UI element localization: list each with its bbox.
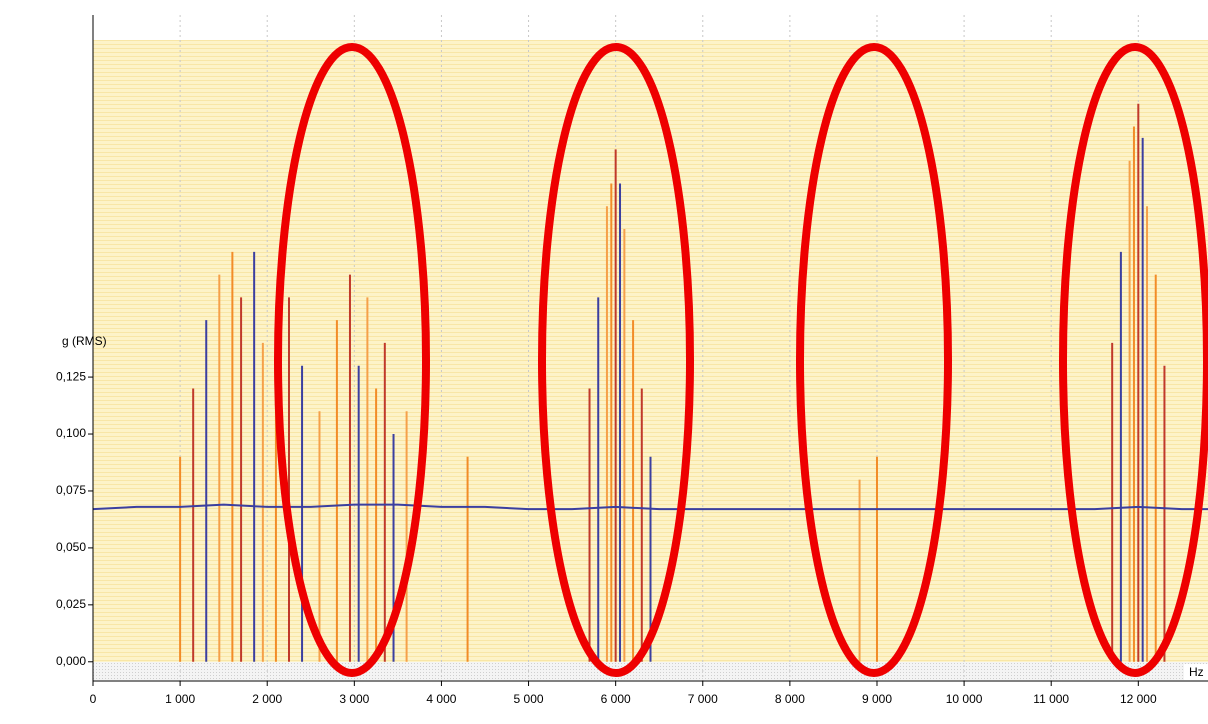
x-tick-label: 1 000 [165,692,195,706]
y-tick-label: 0,000 [56,654,86,668]
tick-labels: 0 1 000 2 000 3 000 4 000 5 000 6 000 7 000 8 00… [56,369,1157,706]
x-tick-label: 2 000 [252,692,282,706]
x-tick-label: 12 000 [1120,692,1157,706]
y-tick-label: 0,125 [56,369,86,383]
highlight-ellipse [796,43,952,677]
x-unit-label: Hz [1189,665,1204,679]
highlight-ellipse [1059,43,1208,677]
highlight-ellipse [274,43,430,677]
marks [88,103,1208,686]
x-tick-label: 7 000 [688,692,718,706]
x-tick-label: 11 000 [1033,692,1069,706]
rms-line [92,503,1208,511]
below-zero-band [93,662,1208,680]
x-tick-label: 10 000 [946,692,983,706]
highlight-ellipses [274,43,1208,677]
y-tick-label: 0,025 [56,597,86,611]
y-tick-label: 0,050 [56,540,86,554]
x-tick-label: 5 000 [514,692,544,706]
highlight-ellipse [538,43,694,677]
y-tick-label: 0,100 [56,426,86,440]
x-tick-label: 8 000 [775,692,805,706]
x-tick-label: 6 000 [601,692,631,706]
x-tick-label: 4 000 [426,692,456,706]
x-tick-label: 3 000 [339,692,369,706]
unit-box [1184,664,1208,680]
x-tick-label: 0 [90,692,97,706]
y-axis-label: g (RMS) [62,334,107,348]
x-tick-label: 9 000 [862,692,892,706]
y-tick-label: 0,075 [56,483,86,497]
